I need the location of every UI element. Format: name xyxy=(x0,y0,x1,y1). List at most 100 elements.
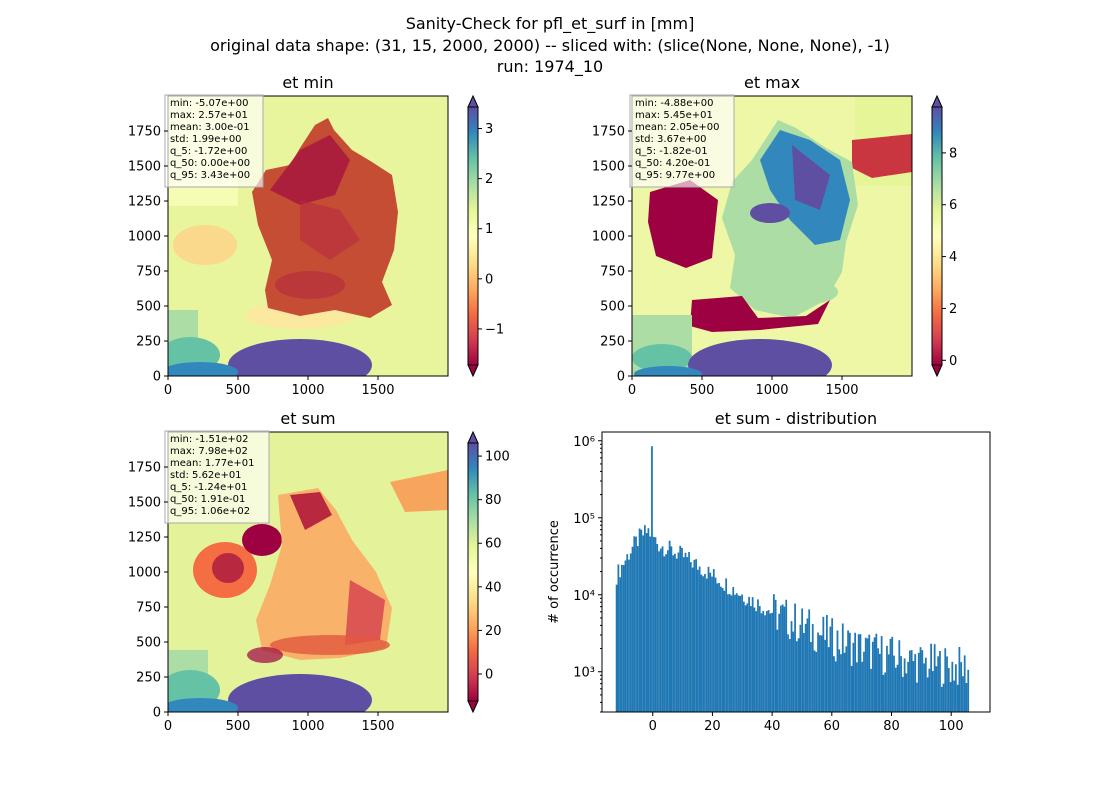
histogram-bar xyxy=(711,576,713,712)
histogram-bar xyxy=(654,537,657,712)
histogram-bar xyxy=(942,683,945,712)
x-tick-label: 0 xyxy=(628,383,636,398)
histogram-bar xyxy=(949,682,952,712)
histogram-bar xyxy=(755,611,758,712)
histogram-bar xyxy=(917,652,920,712)
histogram-bar xyxy=(886,645,888,712)
histogram-bar xyxy=(829,626,832,712)
axes-ticks: 0 500 1000 150002505007501000125015001750−1… xyxy=(128,122,964,734)
histogram-bar xyxy=(797,638,800,712)
histogram-bar xyxy=(778,613,781,712)
histogram-bar xyxy=(794,603,796,712)
histogram-bar xyxy=(628,559,630,712)
histogram-bar xyxy=(631,546,634,712)
histogram-bar xyxy=(808,609,811,712)
histogram-bar xyxy=(831,618,834,712)
colorbar-tick-label: 20 xyxy=(485,624,502,639)
x-tick-label: 80 xyxy=(883,719,900,734)
y-tick-label: 1250 xyxy=(128,195,161,210)
x-tick-label: 1000 xyxy=(755,383,788,398)
histogram-bar xyxy=(645,533,648,712)
histogram-bar xyxy=(762,610,765,712)
histogram-bar xyxy=(626,554,629,712)
histogram-bar xyxy=(741,594,743,712)
histogram-bar xyxy=(954,664,957,712)
histogram-bar xyxy=(866,638,869,712)
histogram-bar xyxy=(617,564,620,712)
y-tick-label: 10⁴ xyxy=(573,589,595,604)
histogram-bar xyxy=(896,664,899,712)
y-tick-label: 1750 xyxy=(128,461,161,476)
histogram-bar xyxy=(622,565,625,712)
figure-title-line-3: run: 1974_10 xyxy=(497,57,603,77)
histogram-bar xyxy=(836,630,839,712)
histogram-bar xyxy=(900,656,902,712)
histogram-bar xyxy=(963,655,966,712)
histogram-bar xyxy=(758,606,761,712)
histogram-bar xyxy=(935,666,938,712)
histogram-bar xyxy=(806,618,809,712)
histogram-bar xyxy=(944,648,947,712)
histogram-bar xyxy=(665,554,667,712)
histogram-bar xyxy=(898,640,901,712)
x-tick-label: 500 xyxy=(690,383,715,398)
y-tick-label: 0 xyxy=(153,706,161,721)
panel-title: et max xyxy=(744,73,800,92)
histogram-bar xyxy=(697,569,699,712)
x-tick-label: 1500 xyxy=(825,383,858,398)
panel-et-sum: et sum min: -1.51e+02 max: 7.98e+02 mean… xyxy=(164,409,479,714)
histogram-bar xyxy=(649,536,652,712)
histogram-bar xyxy=(658,551,660,712)
colorbar-tick-label: 40 xyxy=(485,580,502,595)
histogram-bar xyxy=(682,557,685,712)
histogram-bars xyxy=(615,446,970,712)
histogram-bar xyxy=(751,597,754,712)
y-tick-label: 750 xyxy=(136,265,161,280)
colorbar-tick-label: 8 xyxy=(949,146,957,161)
y-tick-label: 750 xyxy=(600,265,625,280)
panel-et-sum-distribution: et sum - distribution # of occurrence xyxy=(547,409,991,713)
colorbar-tick-label: 2 xyxy=(485,172,493,187)
histogram-bar xyxy=(799,624,802,712)
histogram-bar xyxy=(801,608,804,712)
histogram-bar xyxy=(822,616,825,712)
histogram-bar xyxy=(815,651,818,712)
histogram-bar xyxy=(877,648,879,712)
histogram-bar xyxy=(833,656,835,712)
y-tick-label: 1000 xyxy=(128,566,161,581)
stat-line: min: -5.07e+00 xyxy=(170,98,249,109)
histogram-bar xyxy=(716,583,719,712)
histogram-bar xyxy=(838,649,841,712)
histogram-bar xyxy=(675,558,678,712)
histogram-bar xyxy=(629,553,632,712)
histogram-bar xyxy=(670,546,673,712)
histogram-bar xyxy=(912,660,915,712)
histogram-bar xyxy=(946,656,948,712)
y-tick-label: 1500 xyxy=(128,496,161,511)
y-tick-label: 1750 xyxy=(128,125,161,140)
histogram-bar xyxy=(679,545,682,712)
histogram-bar xyxy=(903,658,906,712)
histogram-bar xyxy=(723,590,726,712)
histogram-bar xyxy=(635,536,637,712)
y-tick-label: 250 xyxy=(136,335,161,350)
histogram-bar xyxy=(707,566,710,712)
histogram-bar xyxy=(661,546,664,712)
histogram-bar xyxy=(901,676,904,712)
histogram-bar xyxy=(845,646,848,712)
histogram-bar xyxy=(841,623,844,712)
stat-line: mean: 3.00e-01 xyxy=(170,122,250,133)
histogram-bar xyxy=(884,672,887,712)
histogram-bar xyxy=(813,650,816,712)
histogram-bar xyxy=(926,677,929,712)
x-tick-label: 1500 xyxy=(361,383,394,398)
histogram-bar xyxy=(727,594,729,712)
histogram-bar xyxy=(681,547,683,712)
x-tick-label: 1500 xyxy=(361,719,394,734)
stat-line: mean: 2.05e+00 xyxy=(635,122,719,133)
histogram-bar xyxy=(672,555,675,712)
histogram-bar xyxy=(693,559,696,712)
histogram-bar xyxy=(689,562,692,712)
histogram-bar xyxy=(735,593,738,712)
stat-line: std: 5.62e+01 xyxy=(170,470,242,481)
